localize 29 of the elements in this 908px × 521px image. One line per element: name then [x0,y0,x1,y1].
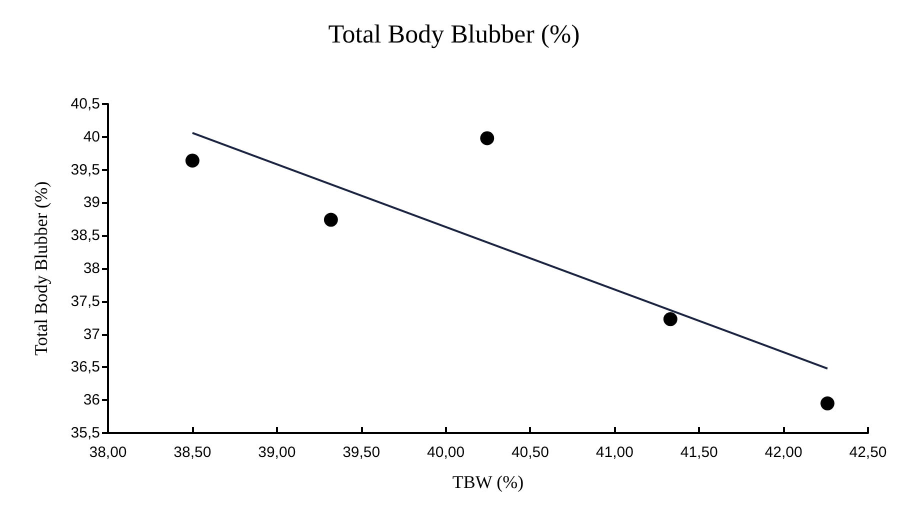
y-tick-label: 38,5 [70,227,100,244]
x-tick-label: 40,00 [427,444,465,461]
y-tick-label: 38 [83,260,100,277]
y-tick-label: 39 [83,194,100,212]
y-tick-label: 36,5 [70,358,100,376]
chart-title: Total Body Blubber (%) [328,20,580,48]
point [480,131,494,146]
point [185,154,200,168]
x-tick-label: 40,50 [511,444,549,461]
x-tick-label: 39,00 [258,444,296,461]
x-tick-label: 42,00 [764,444,802,461]
y-tick-label: 37 [83,326,100,343]
point [324,212,338,227]
point [820,396,834,410]
y-axis-title: Total Body Blubber (%) [31,181,51,356]
x-tick-label: 41,50 [680,444,718,461]
x-tick-label: 38,00 [89,444,127,461]
x-tick-label: 42,50 [849,444,887,461]
x-tick-label: 41,00 [596,444,634,461]
x-tick-label: 39,50 [342,444,380,461]
y-tick-label: 35,5 [70,424,100,442]
y-tick-label: 40,5 [70,96,100,112]
y-tick-label: 37,5 [70,292,100,310]
y-tick-label: 39,5 [70,161,100,178]
point [663,312,678,326]
y-tick-label: 36 [83,392,100,409]
x-axis-title: TBW (%) [452,472,524,492]
y-tick-label: 40 [83,128,100,146]
x-tick-label: 38,50 [174,444,212,461]
